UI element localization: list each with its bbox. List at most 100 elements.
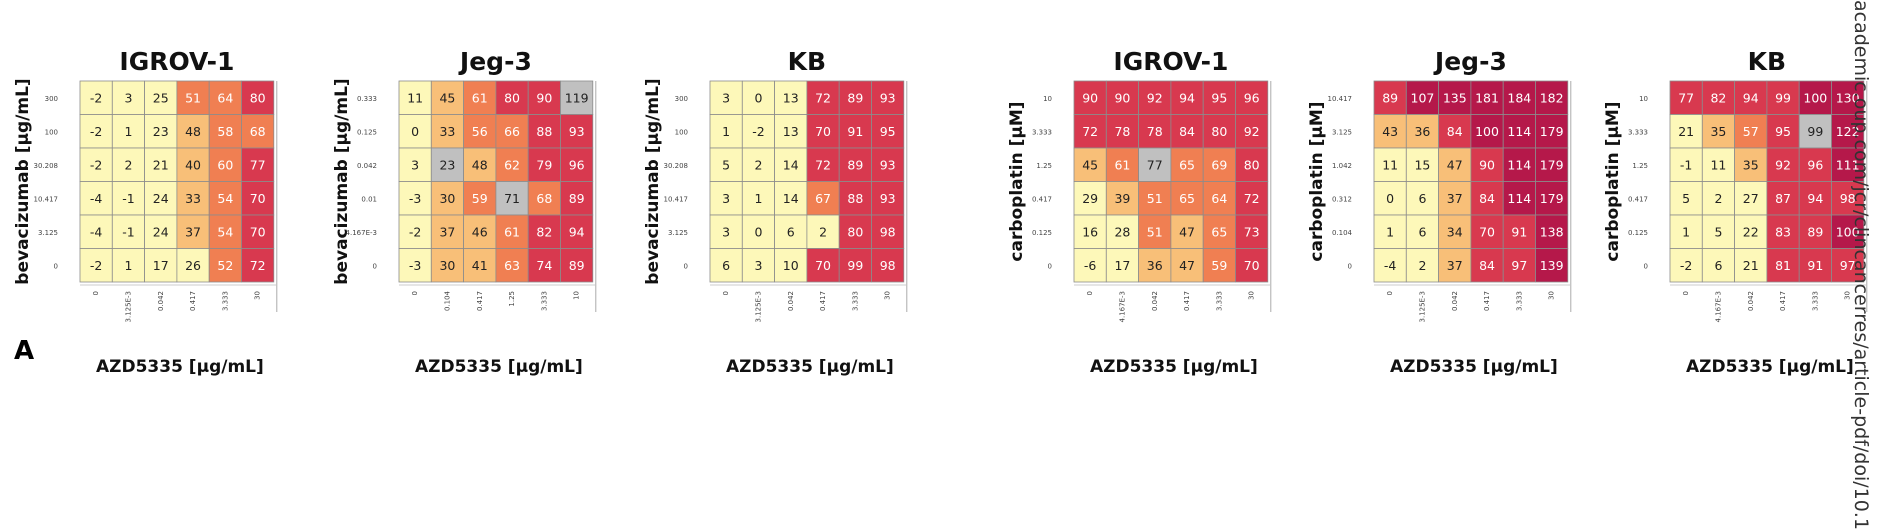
- heatmap-cell: [527, 181, 561, 216]
- y-tick-label: 0: [373, 262, 377, 270]
- x-tick-label: 0.042: [157, 291, 165, 311]
- heatmap-cell: [79, 248, 113, 283]
- heatmap-cell: [871, 147, 905, 182]
- heatmap-cell: [1535, 181, 1569, 216]
- heatmap-cell: [1405, 248, 1440, 283]
- y-tick-label: 4.167E-3: [346, 229, 377, 237]
- cell-value-label: 96: [1244, 90, 1260, 105]
- x-tick-label: 3.125E-3: [124, 291, 132, 322]
- heatmap-cell: [1470, 80, 1504, 115]
- x-tick-label: 0: [1386, 291, 1394, 295]
- cell-value-label: 3: [722, 191, 730, 206]
- y-tick-label: 0.01: [361, 195, 377, 203]
- cell-value-label: 21: [1743, 258, 1759, 273]
- cell-value-label: 16: [1082, 224, 1098, 239]
- x-tick-label: 0.417: [189, 291, 197, 311]
- y-tick-label: 10.417: [664, 195, 689, 203]
- cell-value-label: 184: [1507, 90, 1531, 105]
- cell-value-label: 6: [1418, 191, 1426, 206]
- heatmap-cell: [1073, 147, 1107, 182]
- cell-value-label: 89: [847, 90, 863, 105]
- heatmap-cell: [1831, 114, 1865, 149]
- heatmap-cell: [1138, 181, 1172, 216]
- heatmap-cell: [560, 147, 594, 182]
- y-tick-label: 0.312: [1332, 195, 1352, 203]
- cell-value-label: 34: [1447, 224, 1463, 239]
- cell-value-label: 6: [1714, 258, 1722, 273]
- cell-value-label: 63: [504, 258, 520, 273]
- cell-value-label: 51: [1147, 224, 1163, 239]
- cell-value-label: 2: [819, 224, 827, 239]
- heatmap-title: KB: [1748, 47, 1786, 76]
- cell-value-label: 35: [1710, 124, 1726, 139]
- heatmap-cell: [1831, 80, 1865, 115]
- heatmap-cell: [1073, 114, 1107, 149]
- y-tick-label: 0: [1348, 262, 1352, 270]
- heatmap-cell: [495, 214, 529, 249]
- heatmap-cell: [1766, 214, 1800, 249]
- heatmap-cell: [241, 214, 275, 249]
- x-tick-label: 0: [411, 291, 419, 295]
- cell-value-label: 11: [407, 90, 423, 105]
- heatmap-cell: [430, 181, 464, 216]
- cell-value-label: 84: [1479, 258, 1495, 273]
- heatmap-cell: [111, 114, 146, 149]
- heatmap-cell: [1470, 214, 1504, 249]
- heatmap-cell: [1138, 80, 1172, 115]
- heatmap-cell: [176, 114, 210, 149]
- heatmap-cell: [1105, 181, 1140, 216]
- cell-value-label: 17: [1114, 258, 1130, 273]
- cell-value-label: -6: [1084, 258, 1097, 273]
- heatmap-cell: [709, 80, 743, 115]
- y-axis-label: bevacizumab [μg/mL]: [332, 78, 352, 284]
- heatmap-cell: [1235, 248, 1269, 283]
- heatmap-cell: [1438, 248, 1472, 283]
- cell-value-label: 99: [1775, 90, 1791, 105]
- heatmap-title: IGROV-1: [119, 47, 234, 76]
- cell-value-label: -1: [122, 191, 134, 206]
- cell-value-label: 98: [1840, 191, 1856, 206]
- cell-value-label: 92: [1147, 90, 1163, 105]
- heatmap-cell: [111, 181, 146, 216]
- heatmap-cell: [1734, 181, 1768, 216]
- heatmap-cell: [1701, 181, 1736, 216]
- cell-value-label: 179: [1540, 124, 1564, 139]
- heatmap-cell: [1138, 114, 1172, 149]
- heatmap-cell: [1373, 147, 1407, 182]
- cell-value-label: 45: [439, 90, 455, 105]
- cell-value-label: 26: [185, 258, 201, 273]
- heatmap-cell: [838, 248, 872, 283]
- heatmap-cell: [1470, 114, 1504, 149]
- y-tick-label: 10.417: [34, 195, 59, 203]
- cell-value-label: 37: [185, 224, 201, 239]
- cell-value-label: 99: [1807, 124, 1823, 139]
- cell-value-label: 61: [1114, 157, 1130, 172]
- cell-value-label: 91: [847, 124, 863, 139]
- cell-value-label: 84: [1447, 124, 1463, 139]
- heatmap-cell: [1170, 80, 1204, 115]
- cell-value-label: 43: [1382, 124, 1398, 139]
- y-axis-label: carboplatin [μM]: [1603, 101, 1623, 261]
- cell-value-label: 6: [787, 224, 795, 239]
- heatmap-cell: [1766, 114, 1800, 149]
- cell-value-label: 72: [250, 258, 266, 273]
- y-axis-label: bevacizumab [μg/mL]: [643, 78, 663, 284]
- cell-value-label: 60: [217, 157, 233, 172]
- y-tick-label: 10: [1639, 95, 1648, 103]
- cell-value-label: 40: [185, 157, 201, 172]
- cell-value-label: -3: [409, 191, 421, 206]
- cell-value-label: 95: [1775, 124, 1791, 139]
- x-tick-label: 30: [884, 291, 892, 300]
- heatmap-cell: [527, 147, 561, 182]
- cell-value-label: 3: [722, 224, 730, 239]
- cell-value-label: 179: [1540, 157, 1564, 172]
- cell-value-label: 93: [880, 191, 896, 206]
- heatmap-cell: [241, 80, 275, 115]
- cell-value-label: 95: [880, 124, 896, 139]
- cell-value-label: 66: [504, 124, 520, 139]
- cell-value-label: -4: [90, 191, 103, 206]
- y-tick-label: 0.333: [357, 95, 377, 103]
- cell-value-label: 54: [217, 191, 233, 206]
- heatmap-cell: [1831, 181, 1865, 216]
